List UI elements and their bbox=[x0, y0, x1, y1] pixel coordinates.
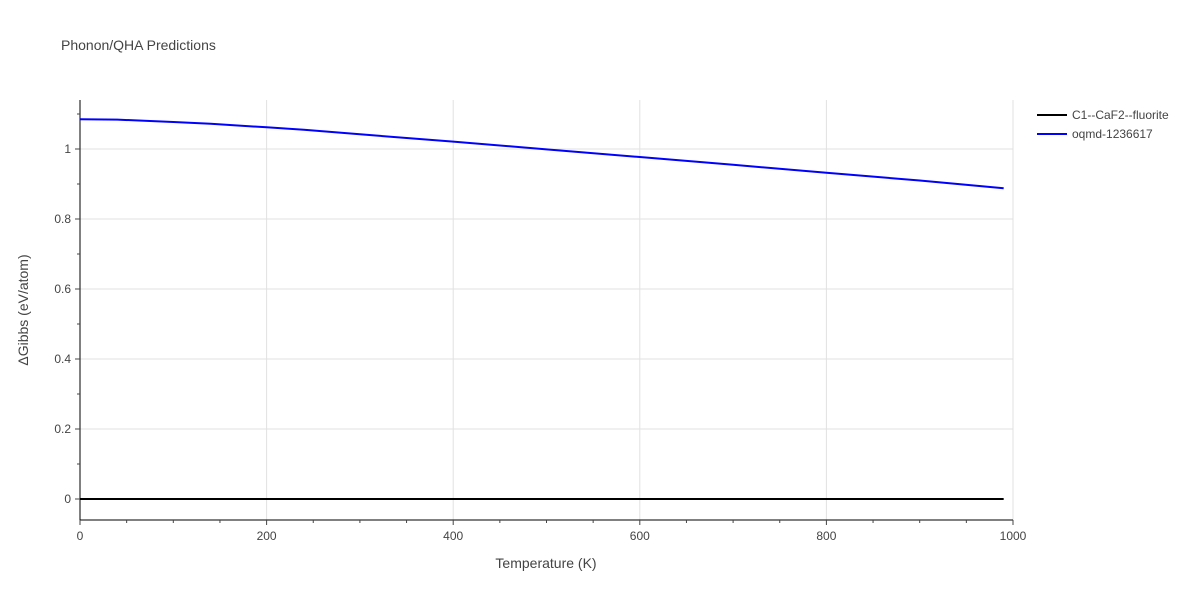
legend-label: oqmd-1236617 bbox=[1072, 127, 1153, 141]
chart-title: Phonon/QHA Predictions bbox=[61, 37, 216, 53]
y-tick-label: 0.8 bbox=[54, 212, 71, 226]
legend: C1--CaF2--fluorite oqmd-1236617 bbox=[1037, 108, 1169, 141]
x-tick-label: 400 bbox=[443, 529, 463, 543]
series-layer bbox=[79, 118, 1004, 500]
legend-label: C1--CaF2--fluorite bbox=[1072, 108, 1169, 122]
axis-layer: 0 200 400 600 800 1000 0 0.2 0.4 0.6 0.8 1 bbox=[54, 100, 1027, 543]
y-tick-label: 0.4 bbox=[54, 352, 71, 366]
series-line-2 bbox=[79, 118, 1004, 190]
y-tick-label: 0 bbox=[64, 492, 71, 506]
y-tick-label: 1 bbox=[64, 142, 71, 156]
legend-item[interactable]: oqmd-1236617 bbox=[1037, 127, 1153, 141]
x-axis-label: Temperature (K) bbox=[495, 555, 596, 571]
legend-item[interactable]: C1--CaF2--fluorite bbox=[1037, 108, 1169, 122]
y-tick-label: 0.6 bbox=[54, 282, 71, 296]
x-tick-label: 800 bbox=[816, 529, 836, 543]
y-axis-label: ΔGibbs (eV/atom) bbox=[15, 254, 31, 365]
y-tick-label: 0.2 bbox=[54, 422, 71, 436]
grid-layer bbox=[80, 100, 1014, 520]
x-tick-label: 1000 bbox=[1000, 529, 1027, 543]
x-tick-label: 0 bbox=[77, 529, 84, 543]
x-tick-label: 600 bbox=[630, 529, 650, 543]
x-tick-label: 200 bbox=[257, 529, 277, 543]
